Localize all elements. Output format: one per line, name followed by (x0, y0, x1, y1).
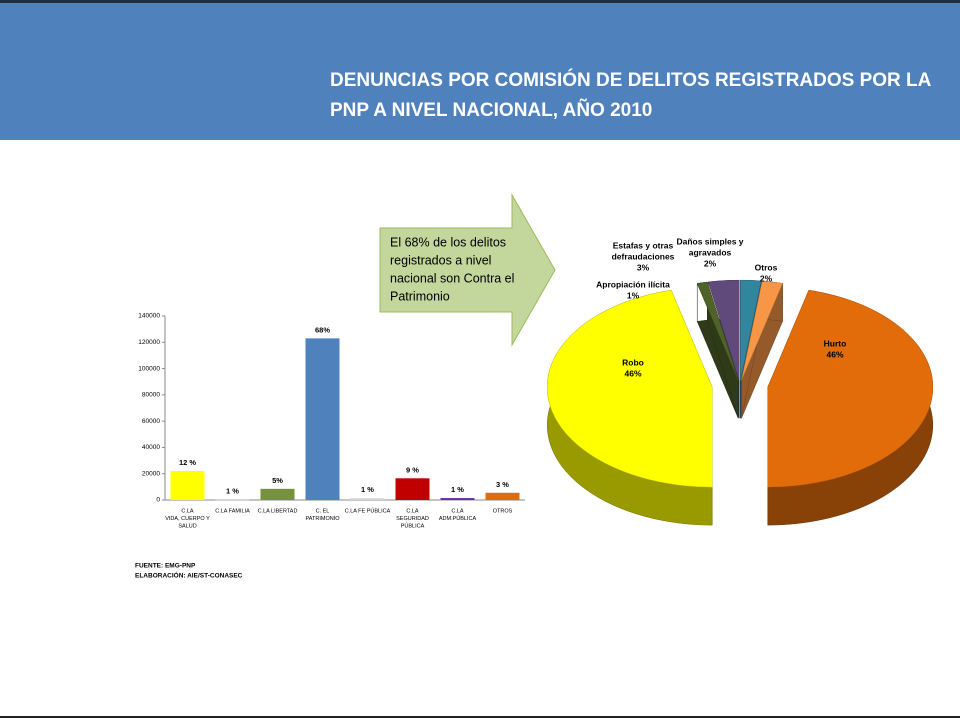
pie-slice (740, 279, 762, 381)
bar-percent-label: 1 % (451, 485, 464, 494)
pie-label: Apropiación ilícita (596, 279, 670, 289)
y-tick-label: 0 (156, 497, 160, 504)
x-tick-label: PATRIMONIO (305, 516, 340, 522)
pie-label: Estafas y otras (613, 240, 674, 250)
top-rule (0, 0, 960, 3)
x-tick-label: OTROS (493, 508, 513, 514)
bar-chart: 0 20000 40000 60000 80000 100000 120000 140000 1… (138, 313, 525, 529)
y-tick-label: 120000 (138, 339, 160, 346)
pie-label: defraudaciones (612, 251, 675, 261)
x-tick-label: C.LA (451, 508, 464, 514)
bar (215, 499, 250, 501)
pie-slice (707, 279, 740, 381)
bar-percent-label: 12 % (179, 458, 196, 467)
source-line: FUENTE: EMG-PNP (135, 563, 196, 570)
y-tick-label: 100000 (138, 365, 160, 372)
y-tick-label: 80000 (142, 392, 160, 399)
bar-percent-label: 3 % (496, 480, 509, 489)
pie-slice (741, 280, 783, 381)
pie-slice (546, 289, 713, 488)
bar-percent-label: 68% (315, 325, 330, 334)
callout-line: registrados a nivel (390, 253, 491, 267)
bottom-rule (0, 716, 960, 718)
bar (305, 338, 340, 500)
bar-percent-label: 1 % (226, 486, 239, 495)
bar (170, 471, 205, 500)
x-tick-label: SALUD (178, 523, 196, 529)
pie-value-label: 2% (760, 273, 773, 283)
pie-value-label: 46% (826, 349, 843, 359)
bar (260, 488, 295, 500)
pie-label: Hurto (824, 338, 847, 348)
pie-label: Otros (755, 262, 778, 272)
bar-percent-label: 5% (272, 476, 283, 485)
pie-label: agravados (689, 247, 732, 257)
x-tick-label: ADM.PÚBLICA (439, 515, 477, 522)
bar-percent-label: 9 % (406, 465, 419, 474)
callout-line: nacional son Contra el (390, 271, 514, 285)
y-tick-label: 40000 (142, 444, 160, 451)
y-tick-label: 20000 (142, 470, 160, 477)
pie-label: Robo (622, 357, 644, 367)
pie-value-label: 2% (704, 258, 717, 268)
bar (395, 478, 430, 500)
header-band (0, 0, 960, 140)
x-tick-label: C.LA FE PÚBLICA (345, 507, 391, 514)
pie-slice (696, 281, 739, 381)
pie-value-label: 46% (624, 368, 641, 378)
pie-slice (767, 289, 934, 488)
y-tick-label: 60000 (142, 418, 160, 425)
callout-line: El 68% de los delitos (390, 235, 506, 249)
x-tick-label: C.LA (181, 508, 194, 514)
x-tick-label: VIDA, CUERPO Y (165, 516, 210, 522)
title-line: DENUNCIAS POR COMISIÓN DE DELITOS REGIST… (330, 69, 932, 91)
x-tick-label: C.LA (406, 508, 419, 514)
title-line: PNP A NIVEL NACIONAL, AÑO 2010 (330, 99, 652, 121)
x-tick-label: SEGURIDAD (396, 516, 429, 522)
source-line: ELABORACIÓN: AIE/ST-CONASEC (135, 571, 243, 580)
pie-value-label: 3% (637, 262, 650, 272)
pie-value-label: 1% (627, 290, 640, 300)
bar (485, 492, 520, 500)
callout-line: Patrimonio (390, 289, 450, 303)
pie-label: Daños simples y (676, 236, 743, 246)
bar (350, 498, 385, 500)
callout-arrow (379, 193, 556, 347)
x-tick-label: C. EL (316, 508, 330, 514)
y-tick-label: 140000 (138, 313, 160, 320)
x-tick-label: C.LA FAMILIA (215, 508, 250, 514)
bar-percent-label: 1 % (361, 485, 374, 494)
x-tick-label: C.LA LIBERTAD (258, 508, 298, 514)
bar (440, 498, 475, 500)
x-tick-label: PÚBLICA (401, 522, 425, 529)
